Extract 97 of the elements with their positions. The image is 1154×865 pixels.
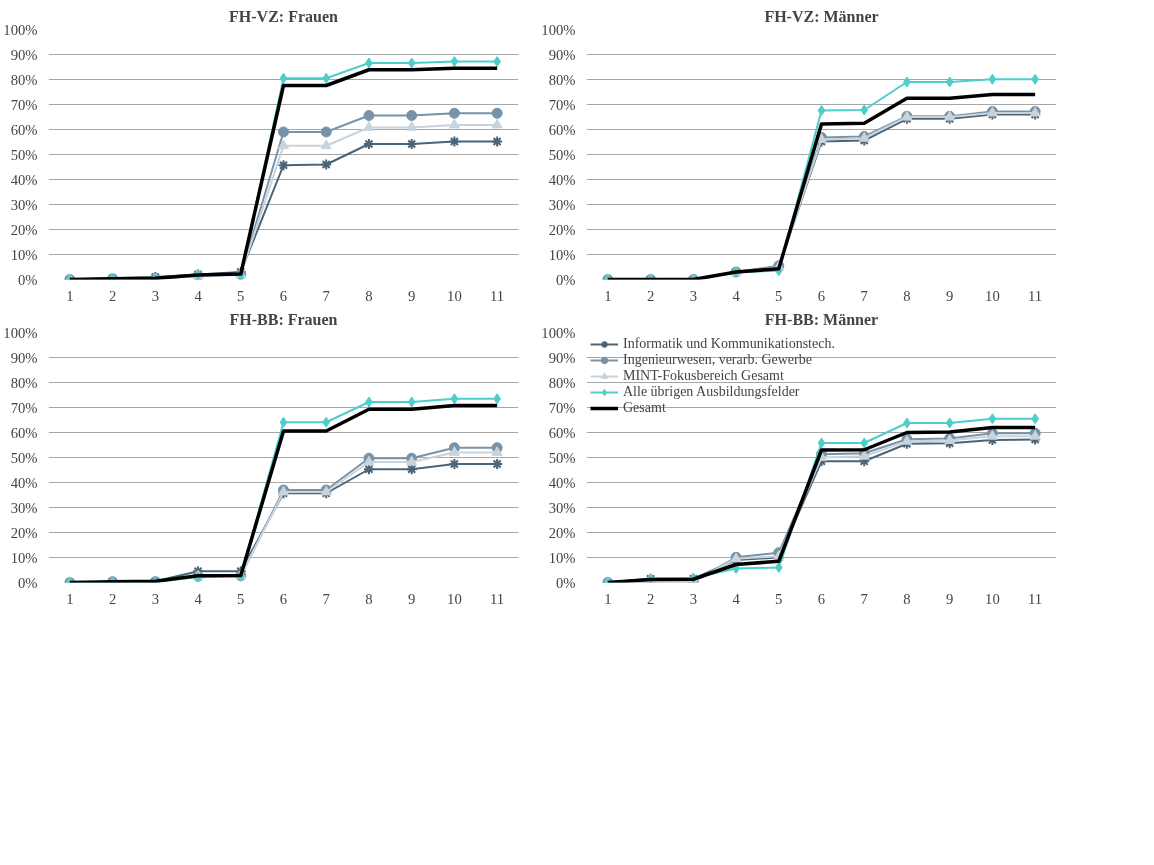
legend-label: Gesamt <box>623 400 666 416</box>
y-tick-label: 50% <box>548 146 576 163</box>
x-tick-label: 9 <box>408 590 416 607</box>
x-tick-label: 4 <box>732 287 741 304</box>
x-tick-label: 11 <box>1028 590 1043 607</box>
y-tick-label: 30% <box>10 196 38 213</box>
legend-label: Alle übrigen Ausbildungsfelder <box>623 384 800 400</box>
chart-title: FH-BB: Frauen <box>229 310 338 328</box>
y-tick-label: 60% <box>10 121 38 138</box>
x-tick-label: 3 <box>151 287 159 304</box>
y-tick-label: 20% <box>548 524 576 541</box>
y-tick-label: 40% <box>548 474 576 491</box>
x-tick-label: 7 <box>860 287 868 304</box>
x-tick-label: 8 <box>903 590 911 607</box>
y-tick-label: 100% <box>541 324 576 341</box>
x-tick-label: 10 <box>985 590 1000 607</box>
y-tick-label: 0% <box>17 271 38 288</box>
chart-title: FH-BB: Männer <box>764 310 879 328</box>
x-tick-label: 10 <box>985 287 1000 304</box>
x-tick-label: 9 <box>408 287 416 304</box>
y-tick-label: 60% <box>548 121 576 138</box>
y-tick-label: 10% <box>548 549 576 566</box>
x-tick-label: 6 <box>817 590 826 607</box>
y-tick-label: 40% <box>10 474 38 491</box>
y-tick-label: 90% <box>548 46 576 63</box>
y-tick-label: 70% <box>10 399 38 416</box>
y-tick-label: 80% <box>10 71 38 88</box>
x-tick-label: 6 <box>817 287 826 304</box>
x-tick-label: 8 <box>903 287 911 304</box>
x-tick-label: 5 <box>237 590 245 607</box>
y-tick-label: 100% <box>3 21 38 38</box>
chart-title: FH-VZ: Frauen <box>229 7 339 25</box>
legend-label: MINT-Fokusbereich Gesamt <box>623 368 784 384</box>
x-tick-label: 7 <box>322 590 330 607</box>
y-tick-label: 10% <box>10 246 38 263</box>
y-tick-label: 40% <box>10 171 38 188</box>
legend-label: Informatik und Kommunikationstech. <box>623 336 835 352</box>
x-tick-label: 1 <box>66 287 74 304</box>
x-tick-label: 8 <box>365 590 373 607</box>
x-tick-label: 10 <box>447 287 462 304</box>
x-tick-label: 6 <box>279 590 288 607</box>
y-tick-label: 0% <box>555 271 576 288</box>
y-tick-label: 100% <box>541 21 576 38</box>
y-tick-label: 50% <box>548 449 576 466</box>
x-tick-label: 5 <box>775 287 783 304</box>
x-tick-label: 6 <box>279 287 288 304</box>
x-tick-label: 3 <box>151 590 159 607</box>
y-tick-label: 90% <box>548 349 576 366</box>
y-tick-label: 10% <box>10 549 38 566</box>
y-tick-label: 20% <box>548 221 576 238</box>
y-tick-label: 40% <box>548 171 576 188</box>
x-tick-label: 1 <box>66 590 74 607</box>
y-tick-label: 70% <box>548 96 576 113</box>
x-tick-label: 7 <box>860 590 868 607</box>
x-tick-label: 5 <box>775 590 783 607</box>
y-tick-label: 50% <box>10 449 38 466</box>
y-tick-label: 30% <box>10 499 38 516</box>
y-tick-label: 70% <box>548 399 576 416</box>
y-tick-label: 80% <box>548 71 576 88</box>
y-tick-label: 60% <box>10 424 38 441</box>
y-tick-label: 10% <box>548 246 576 263</box>
y-tick-label: 70% <box>10 96 38 113</box>
y-tick-label: 20% <box>10 221 38 238</box>
y-tick-label: 60% <box>548 424 576 441</box>
x-tick-label: 7 <box>322 287 330 304</box>
x-tick-label: 4 <box>732 590 741 607</box>
x-tick-label: 4 <box>194 287 203 304</box>
x-tick-label: 10 <box>447 590 462 607</box>
x-tick-label: 2 <box>646 590 655 607</box>
y-tick-label: 0% <box>17 574 38 591</box>
x-tick-label: 5 <box>237 287 245 304</box>
legend-label: Ingenieurwesen, verarb. Gewerbe <box>623 352 812 368</box>
chart-title: FH-VZ: Männer <box>764 7 879 25</box>
y-tick-label: 90% <box>10 349 38 366</box>
y-tick-label: 30% <box>548 196 576 213</box>
x-tick-label: 4 <box>194 590 203 607</box>
x-tick-label: 3 <box>689 287 697 304</box>
x-tick-label: 2 <box>108 590 117 607</box>
x-tick-label: 1 <box>604 287 612 304</box>
x-tick-label: 1 <box>604 590 612 607</box>
y-tick-label: 100% <box>3 324 38 341</box>
y-tick-label: 20% <box>10 524 38 541</box>
x-tick-label: 8 <box>365 287 373 304</box>
x-tick-label: 9 <box>946 590 954 607</box>
x-tick-label: 2 <box>646 287 655 304</box>
x-tick-label: 9 <box>946 287 954 304</box>
y-tick-label: 80% <box>10 374 38 391</box>
y-tick-label: 0% <box>555 574 576 591</box>
y-tick-label: 30% <box>548 499 576 516</box>
y-tick-label: 50% <box>10 146 38 163</box>
x-tick-label: 11 <box>490 590 505 607</box>
y-tick-label: 90% <box>10 46 38 63</box>
x-tick-label: 11 <box>1028 287 1043 304</box>
x-tick-label: 2 <box>108 287 117 304</box>
x-tick-label: 11 <box>490 287 505 304</box>
y-tick-label: 80% <box>548 374 576 391</box>
x-tick-label: 3 <box>689 590 697 607</box>
